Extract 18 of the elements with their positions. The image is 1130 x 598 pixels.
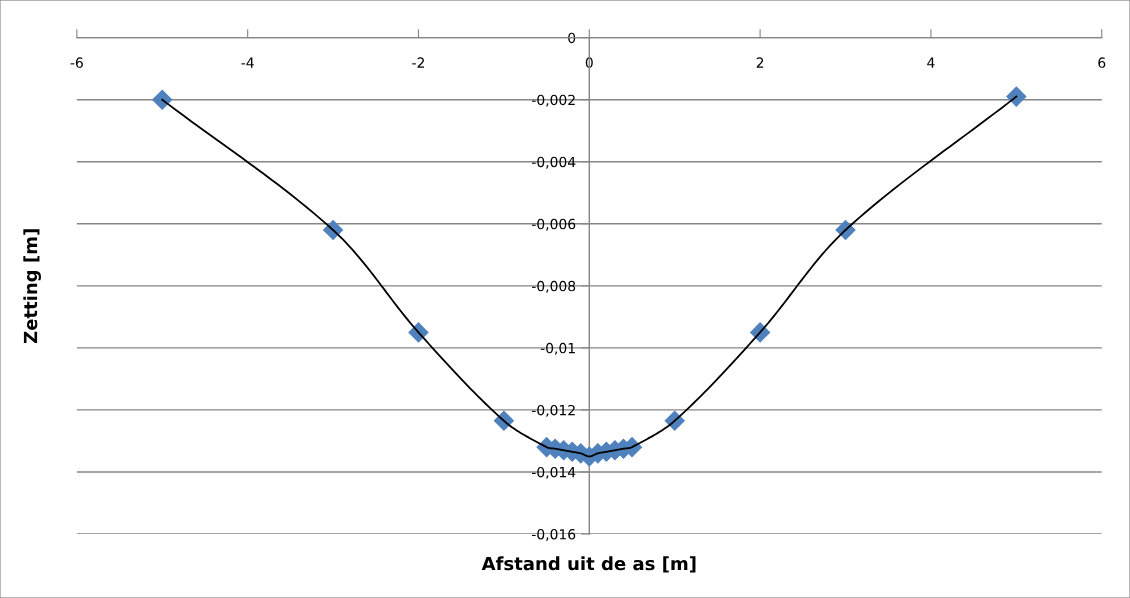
y-tick-label: -0,01 (540, 342, 575, 355)
x-tick-label: -2 (412, 57, 425, 68)
point (151, 89, 173, 111)
x-tick-label: -4 (241, 57, 254, 68)
y-tick-label: -0,012 (532, 404, 575, 417)
y-tick-label: -0,008 (532, 280, 576, 293)
x-tick-label: 4 (927, 57, 935, 68)
x-tick-label: -6 (70, 57, 83, 68)
y-axis-title: Zetting [m] (23, 229, 41, 344)
x-tick-label: 6 (1098, 57, 1106, 68)
point (1006, 86, 1027, 107)
y-tick-label: -0,014 (532, 466, 576, 479)
y-tick-label: -0,002 (532, 94, 575, 107)
x-axis-title: Afstand uit de as [m] (481, 556, 696, 573)
x-tick-label: 2 (756, 57, 764, 68)
y-tick-label: -0,006 (532, 218, 576, 231)
y-tick-label: -0,016 (532, 528, 576, 541)
y-tick-label: -0,004 (532, 156, 576, 169)
